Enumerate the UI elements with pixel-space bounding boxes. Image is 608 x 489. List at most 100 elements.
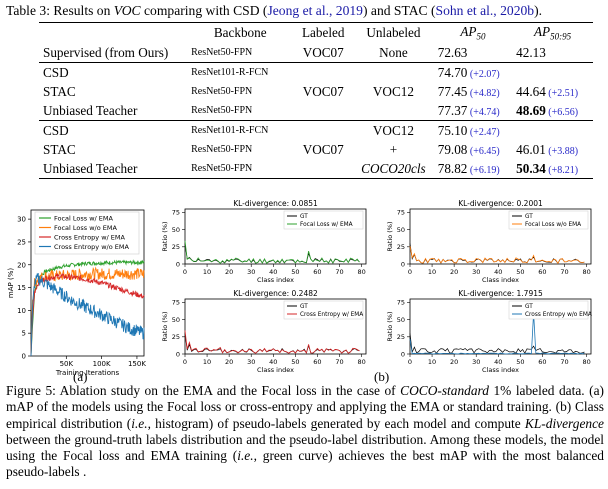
chart-title: KL-divergence: 0.2001 bbox=[458, 199, 543, 208]
legend-label: Focal Loss w/o EMA bbox=[54, 224, 118, 232]
y-tick-label: 75 bbox=[397, 209, 405, 217]
cell-backbone-text: ResNet50-FPN bbox=[191, 47, 253, 58]
cell-ap5095 bbox=[512, 121, 593, 141]
cell-method: CSD bbox=[39, 121, 187, 141]
legend-box bbox=[283, 210, 364, 230]
cell-backbone-text: ResNet50-FPN bbox=[191, 163, 253, 174]
cell-unlabeled: VOC12 bbox=[353, 121, 434, 141]
series-pred bbox=[409, 312, 585, 355]
y-tick-label: 0 bbox=[22, 353, 26, 361]
y-tick-label: 10 bbox=[17, 307, 26, 315]
chart-b3: KL-divergence: 0.2482 0 25 50 75 0 10 20 30 40 50 6… bbox=[161, 289, 367, 374]
x-tick-label: 80 bbox=[357, 268, 365, 276]
cell-labeled-text: VOC07 bbox=[302, 141, 344, 157]
cell-unlabeled: COCO20cls bbox=[353, 159, 434, 179]
legend-box bbox=[34, 211, 140, 255]
chart-title: KL-divergence: 0.2482 bbox=[233, 289, 318, 298]
cell-unlabeled-text: VOC12 bbox=[372, 122, 414, 138]
chart-b4: KL-divergence: 1.7915 0 25 50 75 0 10 20 30 40 50 6… bbox=[386, 289, 592, 374]
cell-labeled: VOC07 bbox=[293, 140, 353, 159]
cell-backbone: ResNet50-FPN bbox=[187, 159, 293, 179]
x-tick-label: 0 bbox=[183, 268, 187, 276]
plot-frame bbox=[409, 208, 592, 265]
cell-backbone-text: ResNet50-FPN bbox=[191, 144, 253, 155]
legend-label: Focal Loss w/ EMA bbox=[300, 222, 353, 228]
legend: GT Focal Loss w/ EMA bbox=[283, 210, 364, 230]
x-tick-label: 50 bbox=[516, 268, 524, 276]
table-header-row: Backbone Labeled Unlabeled AP50 AP50:95 bbox=[39, 22, 593, 44]
cell-ap50-text: 72.63 bbox=[437, 44, 468, 60]
cell-method: CSD bbox=[39, 63, 187, 83]
y-tick-label: 5 bbox=[22, 330, 26, 338]
plot-frame bbox=[184, 298, 367, 355]
series-pred bbox=[409, 246, 585, 265]
x-tick-label: 70 bbox=[560, 268, 568, 276]
y-tick-label: 50 bbox=[397, 226, 405, 234]
legend-label: Cross Entropy w/o EMA bbox=[525, 312, 592, 318]
x-tick-label: 70 bbox=[335, 358, 343, 366]
cell-backbone: ResNet101-R-FCN bbox=[187, 121, 293, 141]
cell-unlabeled-text: VOC12 bbox=[372, 83, 414, 99]
x-tick-label: 20 bbox=[450, 358, 458, 366]
legend-label: Focal Loss w/o EMA bbox=[525, 222, 581, 228]
x-tick-label: 60 bbox=[538, 358, 546, 366]
y-tick-label: 50 bbox=[397, 316, 405, 324]
x-tick-label: 40 bbox=[269, 358, 277, 366]
y-tick-label: 50 bbox=[172, 316, 180, 324]
header-backbone: Backbone bbox=[213, 25, 267, 40]
y-tick-label: 25 bbox=[172, 243, 180, 251]
x-tick-label: 70 bbox=[335, 268, 343, 276]
caption-segment: KL-divergence bbox=[524, 415, 604, 431]
caption-end: ). bbox=[534, 3, 543, 18]
cell-labeled bbox=[293, 159, 353, 179]
legend-label: Cross Entropy w/o EMA bbox=[54, 243, 129, 251]
y-tick-label: 25 bbox=[172, 333, 180, 341]
series-gt bbox=[184, 333, 360, 354]
table-row: STAC ResNet50-FPN VOC07 +79.08 (+6.45) 46.01… bbox=[39, 140, 593, 159]
sublabel-a: (a) bbox=[73, 369, 88, 384]
series-pred bbox=[184, 240, 360, 264]
x-tick-label: 100K bbox=[93, 360, 111, 368]
cell-backbone: ResNet50-FPN bbox=[187, 43, 293, 63]
legend-label: Focal Loss w/ EMA bbox=[54, 215, 114, 223]
cell-ap5095-text: 42.13 bbox=[516, 44, 546, 60]
cell-ap50: 72.63 bbox=[434, 43, 512, 63]
figure-caption: Figure 5: Ablation study on the EMA and … bbox=[6, 383, 604, 481]
y-axis-label: Ratio (%) bbox=[161, 221, 169, 251]
caption-segment: i.e. bbox=[237, 448, 254, 464]
y-tick-label: 20 bbox=[17, 261, 26, 269]
cell-method: Unbiased Teacher bbox=[39, 159, 187, 179]
x-tick-label: 30 bbox=[247, 268, 255, 276]
header-ap5095-base: AP bbox=[534, 24, 551, 40]
cell-ap50: 77.45 (+4.82) bbox=[434, 82, 512, 101]
cell-method-text: CSD bbox=[43, 122, 69, 138]
citation-jeong[interactable]: Jeong et al., 2019 bbox=[267, 3, 363, 18]
citation-sohn[interactable]: Sohn et al., 2020b bbox=[435, 3, 535, 18]
x-axis-label: Class index bbox=[482, 366, 519, 374]
x-tick-label: 0 bbox=[408, 358, 412, 366]
cell-ap5095-text: 44.64 bbox=[516, 83, 546, 99]
cell-method: Unbiased Teacher bbox=[39, 101, 187, 121]
cell-labeled: VOC07 bbox=[293, 82, 353, 101]
cell-ap5095: 44.64 (+2.51) bbox=[512, 82, 593, 101]
results-table: Backbone Labeled Unlabeled AP50 AP50:95 … bbox=[39, 22, 593, 179]
table-caption: Table 3: Results on VOC comparing with C… bbox=[6, 2, 602, 19]
caption-segment: between the ground-truth labels distribu… bbox=[6, 431, 604, 464]
legend-label: GT bbox=[525, 214, 533, 220]
caption-voc: VOC bbox=[113, 3, 141, 18]
y-tick-label: 25 bbox=[397, 243, 405, 251]
y-tick-label: 25 bbox=[397, 333, 405, 341]
chart-b2: KL-divergence: 0.2001 0 25 50 75 0 10 20 30 40 50 6… bbox=[386, 199, 592, 284]
table-row: STAC ResNet50-FPN VOC07 VOC12 77.45 (+4.82) 4… bbox=[39, 82, 593, 101]
cell-labeled-text: VOC07 bbox=[302, 44, 344, 60]
cell-ap50: 77.37 (+4.74) bbox=[434, 101, 512, 121]
ap5095-improvement: (+3.88) bbox=[545, 145, 579, 157]
x-tick-label: 10 bbox=[203, 268, 211, 276]
cell-method-text: Supervised (from Ours) bbox=[43, 44, 169, 60]
x-tick-label: 80 bbox=[582, 358, 590, 366]
cell-backbone: ResNet101-R-FCN bbox=[187, 63, 293, 83]
cell-ap5095: 50.34 (+8.21) bbox=[512, 159, 593, 179]
table-body: Supervised (from Ours) ResNet50-FPN VOC07 N… bbox=[39, 43, 593, 179]
ap50-improvement: (+4.74) bbox=[467, 106, 500, 118]
x-tick-label: 70 bbox=[560, 358, 568, 366]
